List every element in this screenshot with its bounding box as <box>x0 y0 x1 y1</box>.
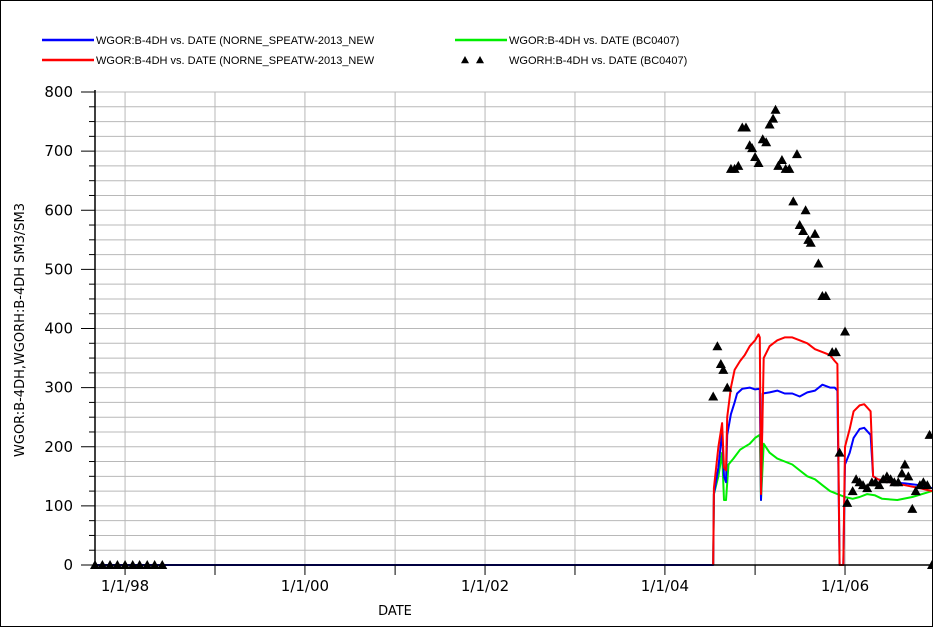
data-point-triangle <box>776 154 787 164</box>
data-point-triangle <box>847 486 858 496</box>
data-point-triangle <box>740 122 751 132</box>
y-tick-label: 600 <box>44 201 73 219</box>
y-tick-label: 200 <box>44 438 73 456</box>
data-point-triangle <box>747 143 758 153</box>
data-point-triangle <box>761 137 772 147</box>
data-point-triangle <box>770 104 781 114</box>
y-tick-label: 0 <box>63 556 73 574</box>
y-tick-label: 700 <box>44 142 73 160</box>
series-line-1 <box>712 433 933 566</box>
data-point-triangle <box>922 480 933 490</box>
legend-label: WGORH:B-4DH vs. DATE (BC0407) <box>509 55 687 67</box>
data-point-triangle <box>733 160 744 170</box>
data-point-triangle <box>907 503 918 513</box>
data-point-triangle <box>722 382 733 392</box>
x-tick-label: 1/1/04 <box>641 577 689 595</box>
data-point-triangle <box>768 113 779 123</box>
data-point-triangle <box>830 347 841 357</box>
series-line-2 <box>712 333 933 566</box>
data-point-triangle <box>893 477 904 487</box>
legend-swatch-triangle <box>476 56 484 64</box>
data-point-triangle <box>809 228 820 238</box>
data-point-triangle <box>813 258 824 268</box>
data-point-triangle <box>896 468 907 478</box>
data-point-triangle <box>903 471 914 481</box>
data-point-triangle <box>715 358 726 368</box>
data-point-triangle <box>805 237 816 247</box>
data-point-triangle <box>840 326 851 336</box>
y-tick-label: 300 <box>44 379 73 397</box>
data-point-triangle <box>708 391 719 401</box>
x-tick-label: 1/1/06 <box>821 577 869 595</box>
x-tick-label: 1/1/98 <box>101 577 149 595</box>
series-layer <box>90 104 933 569</box>
data-point-triangle <box>834 447 845 457</box>
data-point-triangle <box>788 196 799 206</box>
legend-label: WGOR:B-4DH vs. DATE (NORNE_SPEATW-2013_N… <box>96 35 375 47</box>
axes: 0 100 200 300 400 500 600 700 800 1/1/98 1/1/00 1/1… <box>13 83 932 619</box>
data-point-triangle <box>800 205 811 215</box>
legend-label: WGOR:B-4DH vs. DATE (BC0407) <box>509 35 679 47</box>
x-tick-label: 1/1/02 <box>461 577 509 595</box>
x-axis-title: DATE <box>378 604 412 619</box>
data-point-triangle <box>910 486 921 496</box>
y-tick-label: 400 <box>44 320 73 338</box>
data-point-triangle <box>820 290 831 300</box>
data-point-triangle <box>798 225 809 235</box>
y-axis-title: WGOR:B-4DH,WGORH:B-4DH SM3/SM3 <box>13 203 28 457</box>
data-point-triangle <box>791 149 802 159</box>
y-tick-label: 500 <box>44 260 73 278</box>
data-point-triangle <box>874 480 885 490</box>
gridlines <box>95 91 932 565</box>
data-point-triangle <box>712 341 723 351</box>
legend: WGOR:B-4DH vs. DATE (NORNE_SPEATW-2013_N… <box>42 35 687 67</box>
data-point-triangle <box>773 160 784 170</box>
y-tick-label: 100 <box>44 497 73 515</box>
data-point-triangle <box>764 119 775 129</box>
data-point-triangle <box>753 157 764 167</box>
data-point-triangle <box>794 220 805 230</box>
data-point-triangle <box>718 364 729 374</box>
x-tick-label: 1/1/00 <box>281 577 329 595</box>
y-tick-label: 800 <box>44 83 73 101</box>
data-point-triangle <box>842 497 853 507</box>
legend-label: WGOR:B-4DH vs. DATE (NORNE_SPEATW-2013_N… <box>96 55 375 67</box>
data-point-triangle <box>784 163 795 173</box>
data-point-triangle <box>924 429 933 439</box>
data-point-triangle <box>862 483 873 493</box>
data-point-triangle <box>750 152 761 162</box>
data-point-triangle <box>899 459 910 469</box>
legend-swatch-triangle <box>461 56 469 64</box>
